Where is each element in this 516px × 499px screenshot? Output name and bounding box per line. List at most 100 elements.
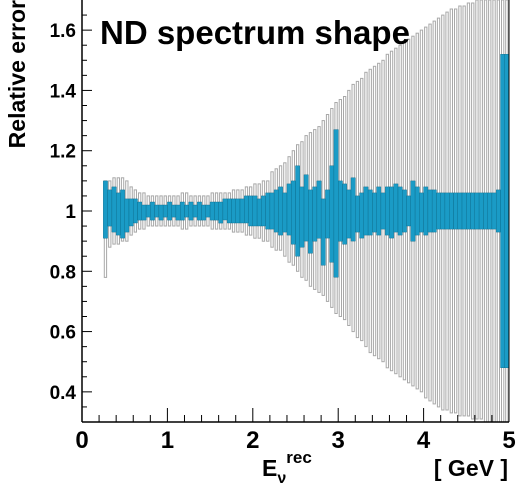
x-tick-label: 0 bbox=[75, 427, 88, 454]
filled-band-bar bbox=[444, 192, 450, 230]
filled-band-bar bbox=[192, 204, 198, 218]
filled-band-bar bbox=[308, 189, 313, 254]
filled-band-bar bbox=[367, 189, 373, 236]
filled-band-bar bbox=[235, 198, 241, 224]
y-tick-label: 1 bbox=[65, 202, 76, 223]
x-tick-label: 1 bbox=[161, 427, 174, 454]
filled-band-bar bbox=[171, 204, 177, 218]
filled-band-bar bbox=[214, 201, 219, 221]
filled-band-bar bbox=[346, 189, 352, 239]
x-axis-unit: [ GeV ] bbox=[434, 455, 508, 481]
filled-band-bar bbox=[376, 186, 382, 236]
filled-band-bar bbox=[167, 201, 172, 221]
filled-band-bar bbox=[419, 192, 424, 233]
filled-band-bar bbox=[449, 192, 454, 230]
filled-band-bar bbox=[150, 201, 155, 221]
filled-band-bar bbox=[239, 198, 245, 224]
filled-band-bar bbox=[132, 198, 138, 224]
filled-band-bar bbox=[265, 192, 271, 230]
filled-band-bar bbox=[291, 180, 296, 245]
filled-band-bar bbox=[218, 201, 224, 224]
filled-band-bar bbox=[474, 192, 480, 230]
filled-band-bar bbox=[137, 201, 143, 221]
filled-band-bar bbox=[385, 186, 390, 236]
y-tick-label: 1.2 bbox=[50, 142, 76, 163]
filled-band-bar bbox=[316, 180, 322, 239]
filled-band-bar bbox=[222, 198, 228, 221]
filled-band-bar bbox=[329, 165, 335, 263]
filled-band-bar bbox=[107, 189, 113, 227]
filled-band-bar bbox=[299, 186, 305, 248]
filled-band-bar bbox=[124, 198, 130, 233]
filled-band-bar bbox=[350, 177, 356, 242]
filled-band-bar bbox=[188, 201, 194, 221]
x-axis-label-sup: rec bbox=[286, 448, 312, 467]
filled-band-bar bbox=[295, 165, 301, 257]
filled-band-bar bbox=[470, 192, 476, 230]
filled-band-bar bbox=[269, 192, 275, 230]
x-axis-label-sub: ν bbox=[277, 470, 286, 487]
filled-band-bar bbox=[372, 192, 377, 233]
filled-band-bar bbox=[320, 198, 326, 266]
filled-band-bar bbox=[256, 198, 262, 227]
y-axis-label: Relative error bbox=[4, 0, 30, 148]
filled-band-bar bbox=[363, 186, 369, 236]
filled-band-bar bbox=[286, 183, 292, 236]
filled-band-bar bbox=[504, 54, 509, 368]
x-tick-label: 3 bbox=[332, 427, 345, 454]
filled-band-bar bbox=[333, 129, 339, 278]
filled-band-bar bbox=[158, 204, 164, 221]
filled-band-bar bbox=[179, 201, 185, 221]
filled-band-bar bbox=[184, 204, 190, 218]
filled-band-bar bbox=[461, 192, 467, 230]
y-tick-label: 0.6 bbox=[50, 323, 76, 344]
filled-band-bar bbox=[410, 180, 416, 242]
filled-band-bar bbox=[496, 189, 501, 233]
filled-band-bar bbox=[342, 183, 348, 245]
filled-band-bar bbox=[431, 189, 437, 233]
filled-band-bar bbox=[303, 174, 309, 242]
filled-band-bar bbox=[231, 198, 236, 224]
filled-band-bar bbox=[261, 195, 266, 227]
y-tick-label: 0.8 bbox=[50, 262, 76, 283]
filled-band-bar bbox=[389, 186, 394, 239]
filled-band-bar bbox=[248, 195, 254, 227]
filled-band-bar bbox=[325, 189, 330, 239]
filled-band-bar bbox=[201, 204, 207, 221]
filled-band-bar bbox=[453, 192, 459, 230]
filled-band-bar bbox=[312, 186, 318, 242]
filled-band-bar bbox=[500, 54, 506, 368]
filled-error-bands bbox=[103, 54, 509, 368]
filled-band-bar bbox=[466, 192, 471, 230]
filled-band-bar bbox=[427, 189, 433, 233]
filled-band-bar bbox=[359, 192, 365, 239]
filled-band-bar bbox=[423, 186, 429, 236]
filled-band-bar bbox=[128, 198, 134, 227]
tick-labels: 0.4 0.6 0.8 1 1.2 1.4 1.6 0 1 2 3 4 5 bbox=[50, 21, 516, 454]
filled-band-bar bbox=[397, 186, 403, 236]
filled-band-bar bbox=[491, 192, 497, 230]
x-axis-label-main: E bbox=[262, 455, 277, 481]
filled-band-bar bbox=[226, 198, 232, 224]
filled-band-bar bbox=[205, 204, 211, 218]
filled-band-bar bbox=[483, 192, 488, 230]
filled-band-bar bbox=[478, 192, 484, 230]
filled-band-bar bbox=[402, 189, 407, 233]
filled-band-bar bbox=[406, 195, 412, 227]
x-axis-label: Eνrec bbox=[262, 448, 312, 487]
filled-band-bar bbox=[145, 204, 151, 218]
filled-band-bar bbox=[282, 192, 288, 233]
x-tick-label: 4 bbox=[417, 427, 431, 454]
filled-band-bar bbox=[111, 186, 117, 233]
y-tick-label: 1.4 bbox=[50, 81, 77, 102]
filled-band-bar bbox=[115, 192, 121, 236]
y-tick-label: 1.6 bbox=[50, 21, 76, 42]
filled-band-bar bbox=[338, 180, 343, 242]
filled-band-bar bbox=[244, 195, 249, 224]
filled-band-bar bbox=[209, 201, 215, 221]
filled-band-bar bbox=[154, 204, 160, 218]
filled-band-bar bbox=[175, 204, 181, 221]
filled-band-bar bbox=[197, 201, 202, 221]
